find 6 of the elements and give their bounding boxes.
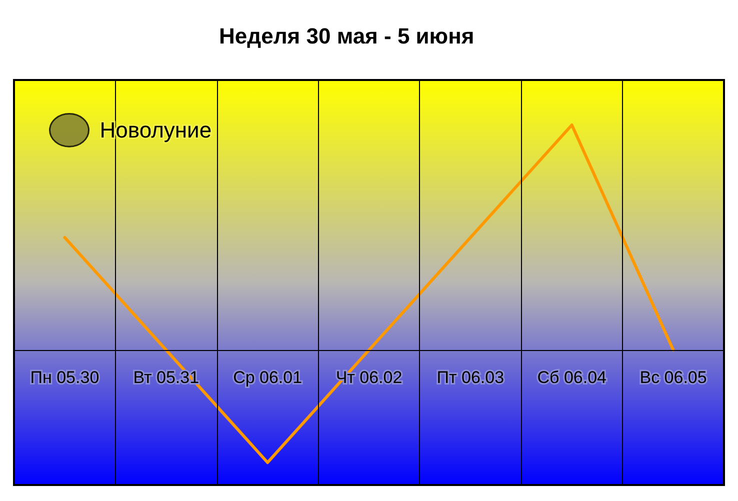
x-tick-label: Сб 06.04	[537, 368, 606, 387]
x-tick-label: Пт 06.03	[436, 368, 504, 387]
x-tick-label: Вс 06.05	[640, 368, 707, 387]
chart-title: Неделя 30 мая - 5 июня	[219, 24, 474, 48]
x-tick-label: Пн 05.30	[30, 368, 100, 387]
x-tick-label: Ср 06.01	[233, 368, 302, 387]
